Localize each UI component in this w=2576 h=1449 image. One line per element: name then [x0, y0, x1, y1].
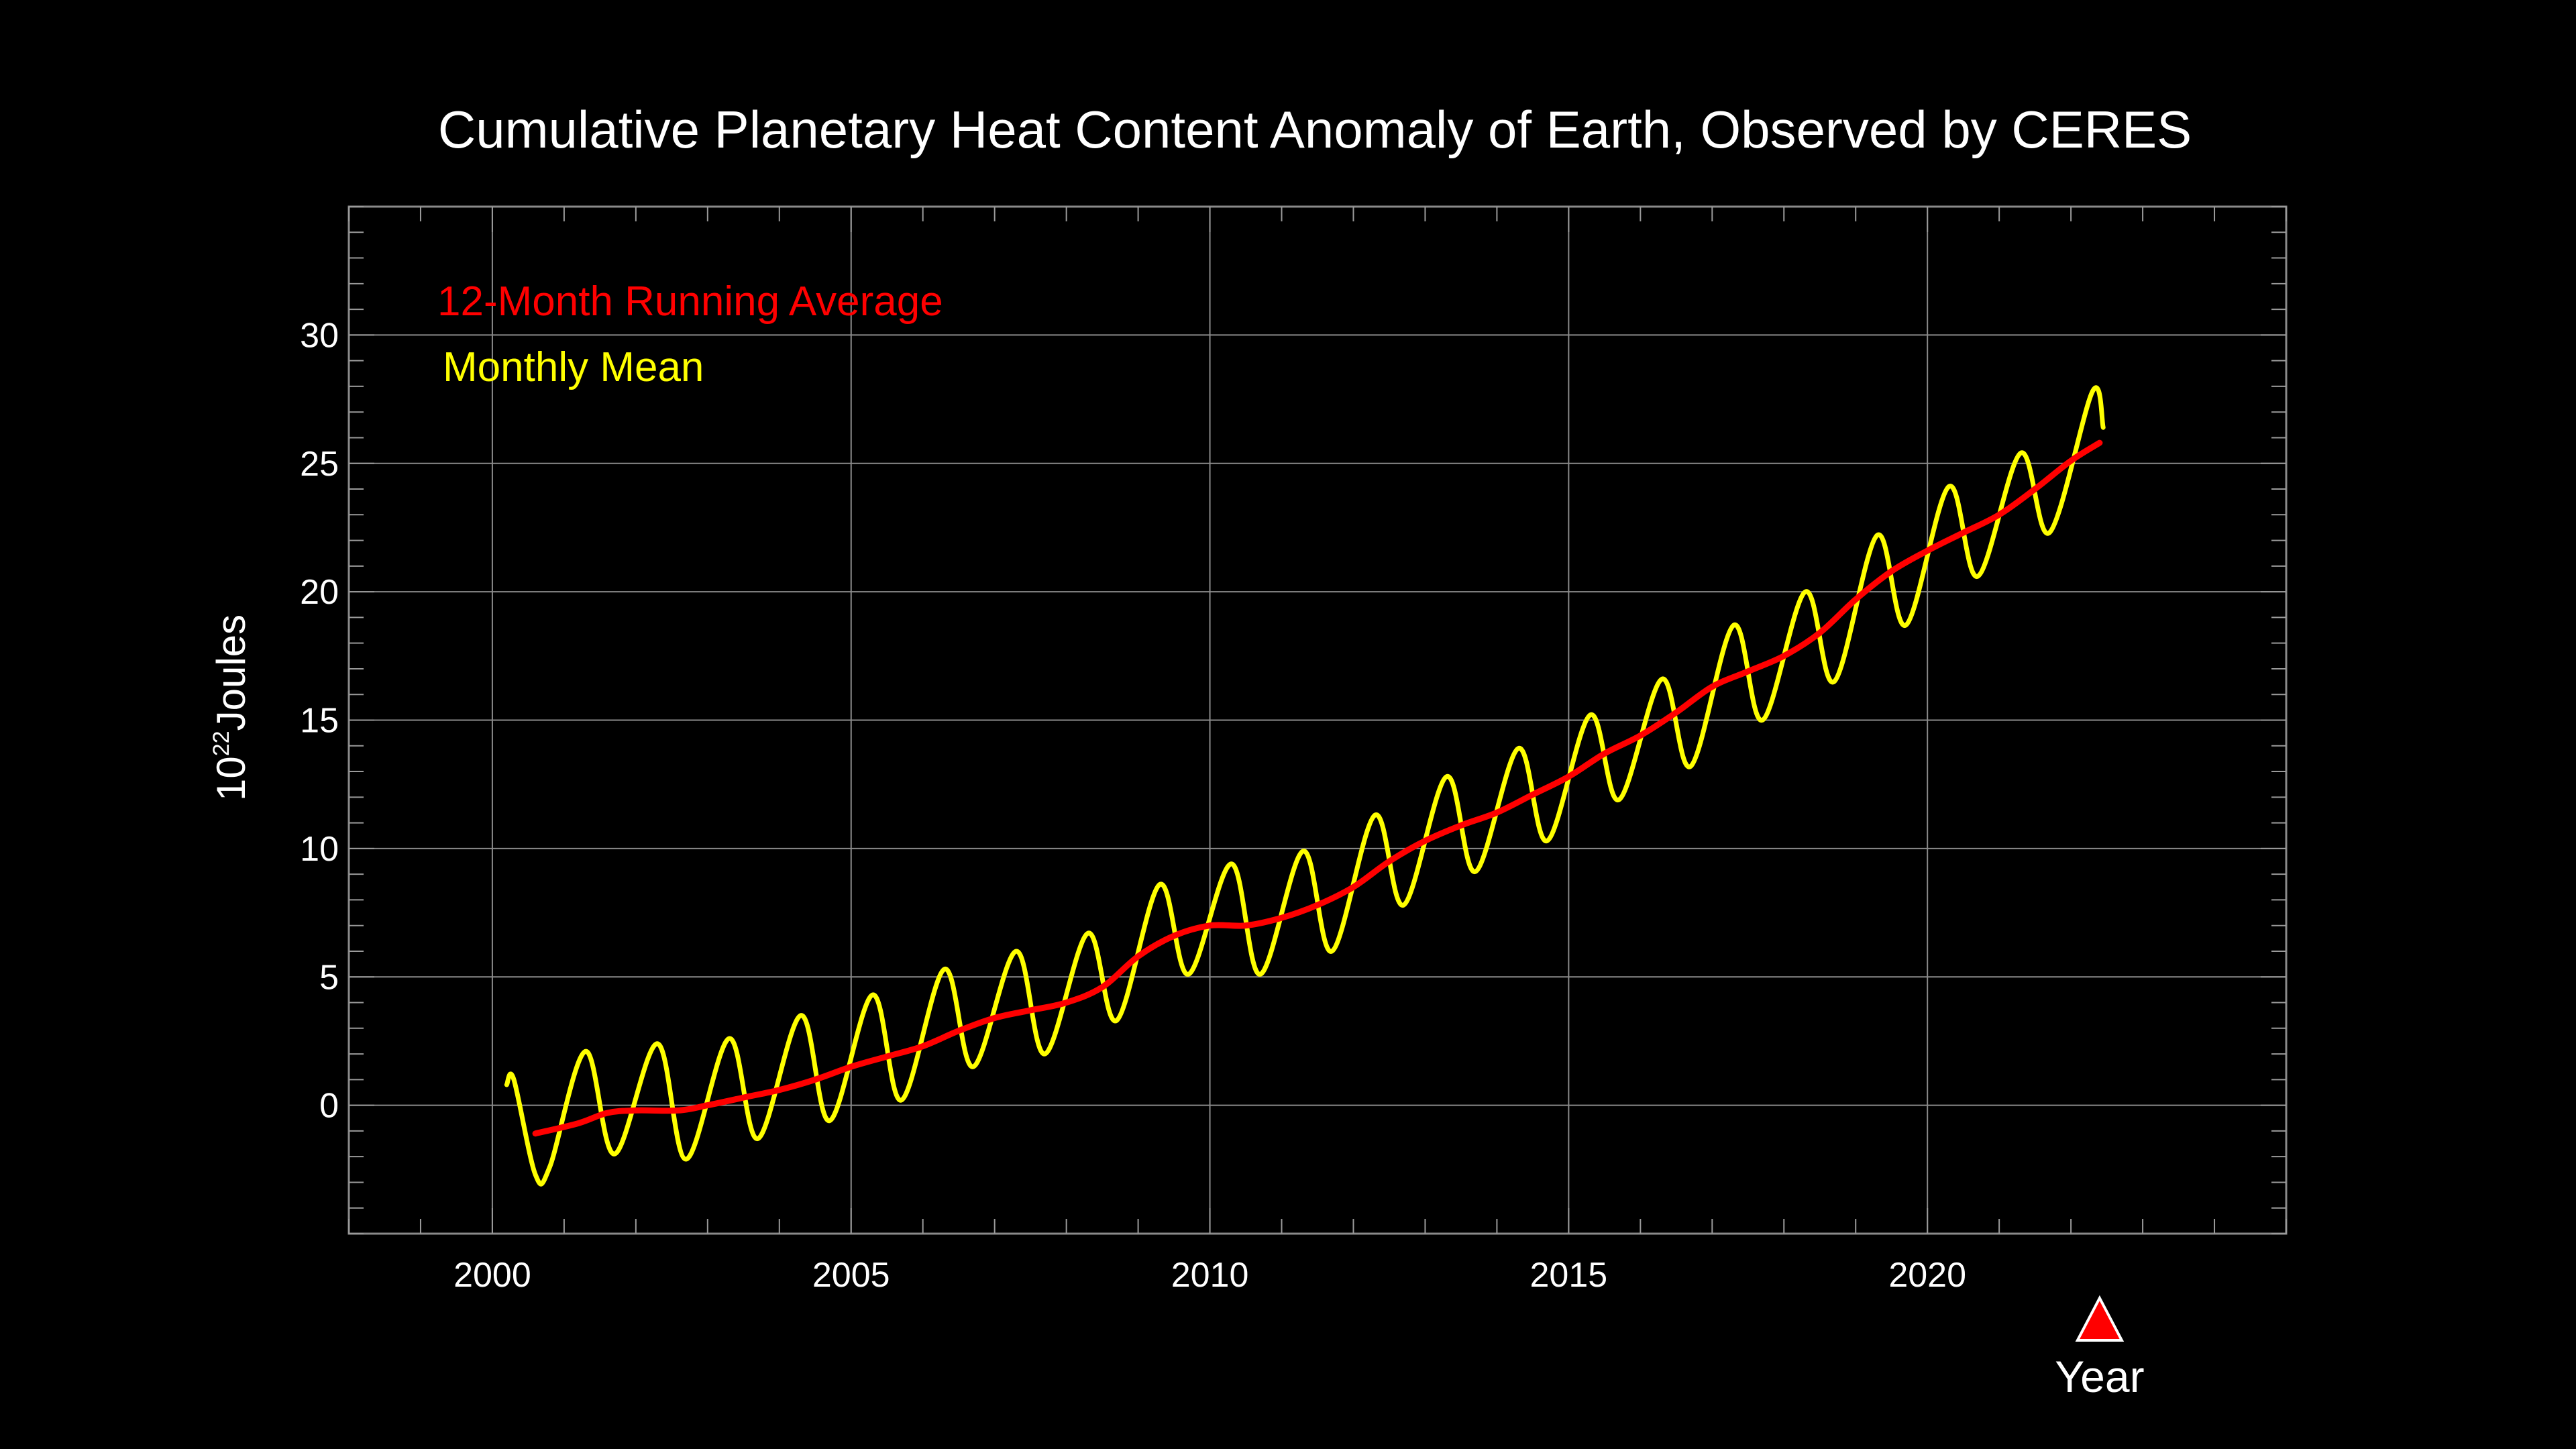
svg-text:1022Joules: 1022Joules — [209, 614, 254, 801]
y-tick-label: 0 — [319, 1087, 339, 1126]
legend-monthly-mean: Monthly Mean — [443, 344, 704, 390]
y-axis-label: 1022Joules — [209, 614, 254, 801]
y-tick-label: 20 — [300, 573, 339, 612]
axis-ticks — [348, 206, 2287, 1234]
chart-title: Cumulative Planetary Heat Content Anomal… — [438, 100, 2192, 159]
x-axis-label: Year — [2055, 1352, 2144, 1401]
y-axis-label-unit: Joules — [209, 614, 254, 731]
series-line-monthly-mean — [504, 385, 2106, 1187]
x-tick-label: 2020 — [1888, 1256, 1966, 1295]
series-layer — [504, 385, 2106, 1187]
y-tick-label: 15 — [300, 702, 339, 741]
x-tick-label: 2010 — [1171, 1256, 1249, 1295]
y-tick-label: 5 — [319, 958, 339, 997]
x-tick-label: 2000 — [453, 1256, 531, 1295]
tick-labels: 2000 2005 2010 2015 2020 0 5 10 15 20 25 30 — [300, 316, 1966, 1295]
series-line-running-average — [532, 439, 2103, 1137]
year-marker-triangle — [2075, 1295, 2125, 1342]
y-tick-label: 30 — [300, 316, 339, 355]
y-tick-label: 25 — [300, 445, 339, 484]
legend-running-average: 12-Month Running Average — [437, 278, 943, 325]
x-tick-label: 2005 — [812, 1256, 890, 1295]
x-tick-label: 2015 — [1530, 1256, 1608, 1295]
y-axis-label-base: 10 — [209, 756, 254, 801]
y-axis-label-exponent: 22 — [209, 731, 234, 756]
y-tick-label: 10 — [300, 830, 339, 869]
